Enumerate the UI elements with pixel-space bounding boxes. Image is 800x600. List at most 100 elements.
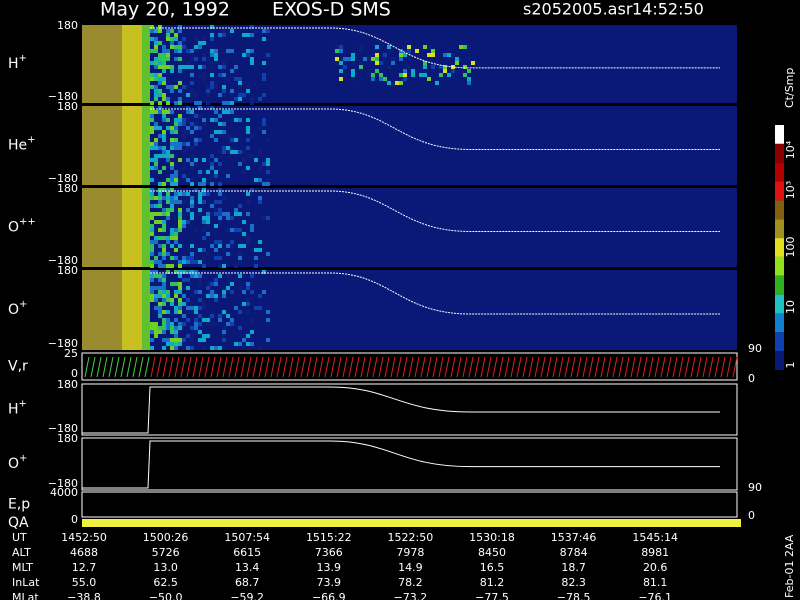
spectrogram-cell bbox=[214, 81, 218, 85]
spectrogram-cell bbox=[162, 134, 166, 138]
spectrogram-cell bbox=[182, 338, 186, 342]
spectrogram-cell bbox=[198, 138, 202, 142]
spectrogram-bg bbox=[82, 106, 737, 185]
spectrogram-band bbox=[118, 106, 122, 185]
spectrogram-cell bbox=[246, 85, 250, 89]
spectrogram-cell bbox=[210, 25, 214, 29]
ephemeris-label: InLat bbox=[12, 576, 40, 589]
spectrogram-cell bbox=[238, 310, 242, 314]
vr-tick bbox=[300, 356, 306, 378]
ephemeris-cell: 1500:26 bbox=[143, 531, 189, 544]
spectrogram-cell bbox=[214, 212, 218, 216]
spectrogram-cell bbox=[242, 290, 246, 294]
spectrogram-cell bbox=[206, 85, 210, 89]
spectrogram-cell bbox=[186, 260, 190, 264]
spectrogram-cell bbox=[218, 150, 222, 154]
spectrogram-band bbox=[90, 270, 94, 350]
spectrogram-band bbox=[94, 188, 98, 267]
spectrogram-cell bbox=[246, 192, 250, 196]
spectrogram-cell bbox=[158, 330, 162, 334]
vr-tick bbox=[318, 356, 324, 378]
spectrogram-cell bbox=[423, 45, 427, 49]
spectrogram-cell bbox=[230, 318, 234, 322]
vr-tick bbox=[162, 356, 168, 378]
spectrogram-cell bbox=[154, 85, 158, 89]
spectrogram-cell bbox=[166, 252, 170, 256]
spectrogram-cell bbox=[202, 188, 206, 192]
spectrogram-cell bbox=[162, 248, 166, 252]
spectrogram-band bbox=[98, 188, 102, 267]
spectrogram-cell bbox=[250, 49, 254, 53]
spectrogram-cell bbox=[154, 73, 158, 77]
spectrogram-cell bbox=[182, 260, 186, 264]
spectrogram-cell bbox=[178, 146, 182, 150]
spectrogram-cell bbox=[206, 252, 210, 256]
vr-tick bbox=[558, 356, 564, 378]
spectrogram-cell bbox=[154, 146, 158, 150]
spectrogram-cell bbox=[242, 170, 246, 174]
spectrogram-band bbox=[110, 270, 114, 350]
spectrogram-band bbox=[134, 106, 138, 185]
spectrogram-cell bbox=[166, 188, 170, 192]
spectrogram-cell bbox=[214, 200, 218, 204]
spectrogram-band bbox=[118, 25, 122, 103]
spectrogram-cell bbox=[198, 290, 202, 294]
spectrogram-cell bbox=[234, 118, 238, 122]
spectrogram-cell bbox=[367, 69, 371, 73]
spectrogram-band bbox=[82, 270, 86, 350]
spectrogram-cell bbox=[158, 204, 162, 208]
spectrogram-cell bbox=[190, 260, 194, 264]
spectrogram-cell bbox=[174, 236, 178, 240]
spectrogram-band bbox=[82, 188, 86, 267]
spectrogram-cell bbox=[222, 216, 226, 220]
spectrogram-cell bbox=[387, 81, 391, 85]
vr-tick bbox=[324, 356, 330, 378]
vr-tick bbox=[684, 356, 690, 378]
spectrogram-cell bbox=[174, 290, 178, 294]
spectrogram-cell bbox=[194, 274, 198, 278]
spectrogram-cell bbox=[254, 158, 258, 162]
spectrogram-cell bbox=[238, 286, 242, 290]
spectrogram-cell bbox=[174, 270, 178, 274]
spectrogram-cell bbox=[158, 41, 162, 45]
spectrogram-cell bbox=[202, 158, 206, 162]
spectrogram-cell bbox=[202, 264, 206, 268]
spectrogram-cell bbox=[375, 45, 379, 49]
colorbar-label: 10⁴ bbox=[784, 140, 797, 159]
spectrogram-band bbox=[98, 25, 102, 103]
spectrogram-cell bbox=[162, 326, 166, 330]
spectrogram-cell bbox=[439, 73, 443, 77]
spectrogram-cell bbox=[467, 81, 471, 85]
spectrogram-cell bbox=[246, 310, 250, 314]
spectrogram-cell bbox=[339, 61, 343, 65]
spectrogram-cell bbox=[335, 61, 339, 65]
spectrogram-cell bbox=[150, 29, 154, 33]
spectrogram-band bbox=[110, 188, 114, 267]
spectrogram-cell bbox=[266, 162, 270, 166]
vr-tick bbox=[678, 356, 684, 378]
spectrogram-cell bbox=[174, 248, 178, 252]
spectrogram-cell bbox=[190, 270, 194, 274]
spectrogram-cell bbox=[262, 93, 266, 97]
spectrogram-cell bbox=[162, 286, 166, 290]
spectrogram-cell bbox=[262, 118, 266, 122]
spectrogram-cell bbox=[162, 318, 166, 322]
spectrogram-cell bbox=[154, 45, 158, 49]
spectrogram-cell bbox=[226, 150, 230, 154]
ephemeris-label: UT bbox=[12, 531, 27, 544]
spectrogram-cell bbox=[246, 240, 250, 244]
spectrogram-cell bbox=[246, 302, 250, 306]
spectrogram-cell bbox=[202, 270, 206, 274]
spectrogram-cell bbox=[198, 41, 202, 45]
spectrogram-cell bbox=[178, 290, 182, 294]
vr-tick bbox=[666, 356, 672, 378]
spectrogram-cell bbox=[170, 89, 174, 93]
colorbar-cell bbox=[775, 275, 784, 295]
spectrogram-cell bbox=[395, 81, 399, 85]
spectrogram-cell bbox=[166, 53, 170, 57]
spectrogram-cell bbox=[202, 334, 206, 338]
spectrogram-cell bbox=[238, 150, 242, 154]
spectrogram-cell bbox=[210, 118, 214, 122]
spectrogram-band bbox=[126, 188, 130, 267]
spectrogram-cell bbox=[198, 326, 202, 330]
